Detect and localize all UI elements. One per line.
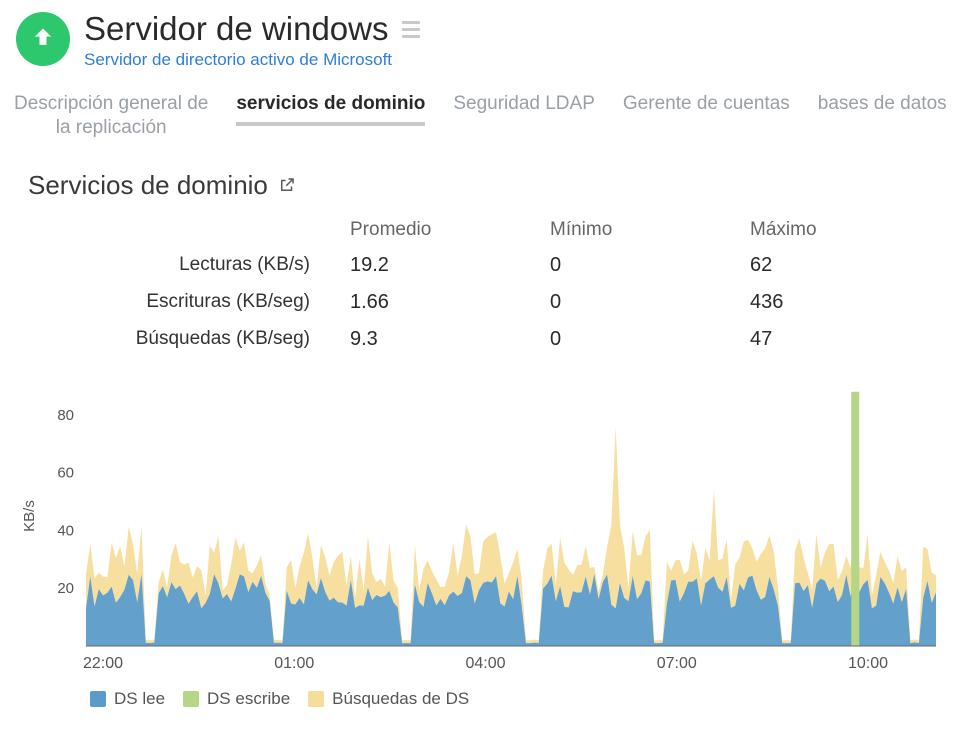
svg-text:10:00: 10:00 bbox=[848, 655, 888, 672]
cell-avg: 1.66 bbox=[350, 284, 550, 321]
header: Servidor de windows Servidor de director… bbox=[16, 10, 948, 70]
svg-text:01:00: 01:00 bbox=[274, 655, 314, 672]
tab-2[interactable]: Seguridad LDAP bbox=[453, 92, 595, 122]
stats-table: . Promedio Mínimo Máximo Lecturas (KB/s)… bbox=[10, 213, 948, 358]
section-title: Servicios de dominio bbox=[28, 170, 268, 201]
subtitle-link[interactable]: Servidor de directorio activo de Microso… bbox=[84, 50, 420, 70]
legend-item: DS escribe bbox=[183, 689, 290, 709]
cell-avg: 9.3 bbox=[350, 321, 550, 358]
tab-bar: Descripción general dela replicación serv… bbox=[10, 92, 948, 146]
svg-text:22:00: 22:00 bbox=[83, 655, 123, 672]
stats-header-row: . Promedio Mínimo Máximo bbox=[10, 213, 948, 247]
svg-text:80: 80 bbox=[57, 406, 74, 423]
col-max: Máximo bbox=[750, 213, 920, 247]
col-min: Mínimo bbox=[550, 213, 750, 247]
cell-max: 436 bbox=[750, 284, 920, 321]
cell-min: 0 bbox=[550, 247, 750, 284]
cell-min: 0 bbox=[550, 284, 750, 321]
svg-text:04:00: 04:00 bbox=[465, 655, 505, 672]
cell-min: 0 bbox=[550, 321, 750, 358]
tab-0[interactable]: Descripción general dela replicación bbox=[14, 92, 208, 146]
legend-item: DS lee bbox=[90, 689, 165, 709]
tab-1[interactable]: servicios de dominio bbox=[236, 92, 425, 126]
table-row: Escrituras (KB/seg)1.660436 bbox=[10, 284, 948, 321]
svg-text:KB/s: KB/s bbox=[21, 500, 38, 532]
svg-text:07:00: 07:00 bbox=[657, 655, 697, 672]
tab-3[interactable]: Gerente de cuentas bbox=[623, 92, 790, 122]
tab-4[interactable]: bases de datos bbox=[818, 92, 947, 122]
row-label: Búsquedas (KB/seg) bbox=[10, 321, 350, 357]
svg-text:60: 60 bbox=[57, 464, 74, 481]
page-title: Servidor de windows bbox=[84, 10, 388, 48]
row-label: Escrituras (KB/seg) bbox=[10, 284, 350, 320]
cell-avg: 19.2 bbox=[350, 247, 550, 284]
table-row: Búsquedas (KB/seg)9.3047 bbox=[10, 321, 948, 358]
col-avg: Promedio bbox=[350, 213, 550, 247]
legend-item: Búsquedas de DS bbox=[308, 689, 469, 709]
chart-legend: DS lee DS escribe Búsquedas de DS bbox=[90, 689, 948, 709]
server-status-icon bbox=[16, 12, 70, 66]
hamburger-icon[interactable] bbox=[402, 21, 420, 38]
popout-icon[interactable] bbox=[278, 176, 296, 194]
svg-text:40: 40 bbox=[57, 522, 74, 539]
cell-max: 47 bbox=[750, 321, 920, 358]
row-label: Lecturas (KB/s) bbox=[10, 247, 350, 283]
table-row: Lecturas (KB/s)19.2062 bbox=[10, 247, 948, 284]
cell-max: 62 bbox=[750, 247, 920, 284]
domain-services-chart: 20 40 60 80 KB/s 22:00 01:00 04:00 07:00 10:00 bbox=[16, 376, 948, 681]
svg-text:20: 20 bbox=[57, 580, 74, 597]
